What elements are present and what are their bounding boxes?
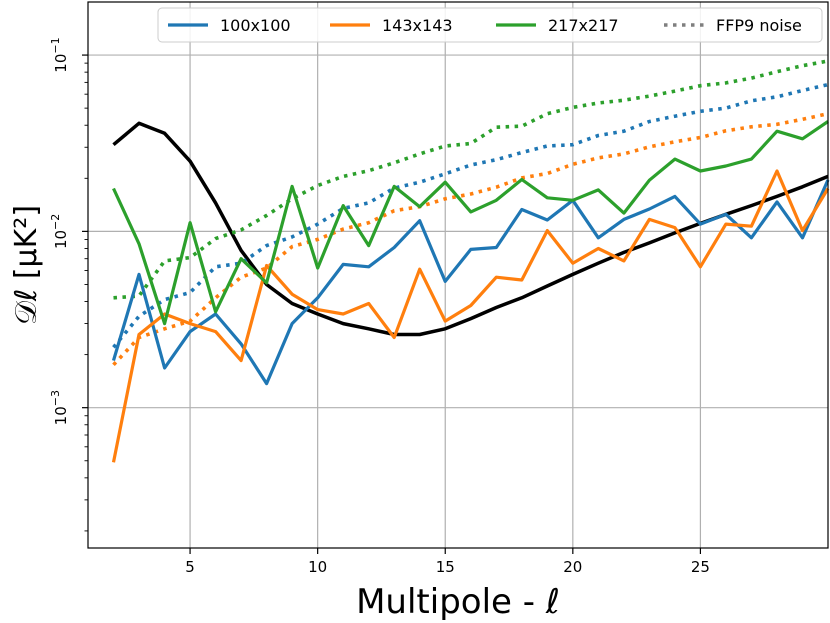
y-tick-label: 10−1 xyxy=(49,37,70,72)
legend-label: 100x100 xyxy=(220,16,291,35)
x-tick-label: 10 xyxy=(308,558,327,576)
series-noise-line xyxy=(113,59,829,300)
y-tick-label: 10−2 xyxy=(49,214,70,249)
legend-label: 217x217 xyxy=(548,16,619,35)
legend: 100x100 143x143 217x217 FFP9 noise xyxy=(157,7,823,43)
x-tick-label: 25 xyxy=(691,558,710,576)
series-line xyxy=(111,169,830,463)
plot-frame xyxy=(87,1,829,549)
ticks: 5 10 15 20 25 10−3 10−2 10−1 xyxy=(49,37,710,576)
series-line xyxy=(111,179,830,386)
y-axis-title: 𝒟ℓ [μK²] xyxy=(9,205,44,325)
x-tick-label: 5 xyxy=(185,558,195,576)
x-tick-label: 20 xyxy=(563,558,582,576)
series-layer xyxy=(111,59,830,463)
series-line xyxy=(112,120,829,326)
grid xyxy=(88,2,828,548)
legend-label: FFP9 noise xyxy=(716,16,802,35)
y-tick-label: 10−3 xyxy=(49,390,70,425)
x-tick-label: 15 xyxy=(436,558,455,576)
legend-box xyxy=(157,7,823,43)
series-noise-line xyxy=(112,111,829,367)
legend-label: 143x143 xyxy=(382,16,453,35)
x-axis-title: Multipole - ℓ xyxy=(356,582,560,622)
